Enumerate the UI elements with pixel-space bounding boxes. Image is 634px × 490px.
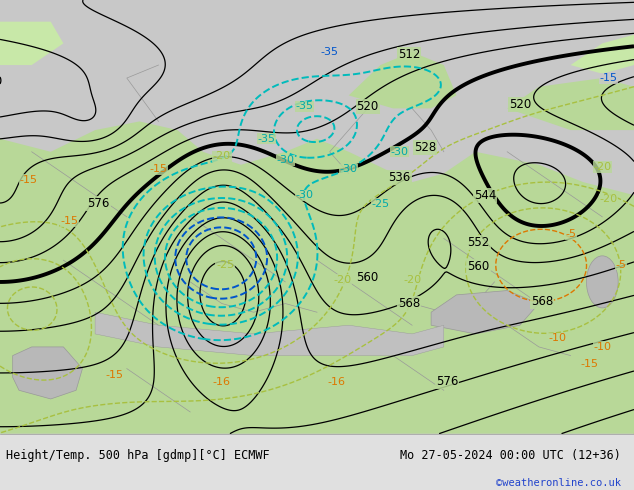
Text: -15: -15 xyxy=(150,164,167,174)
Text: -20: -20 xyxy=(333,275,351,285)
Text: 544: 544 xyxy=(474,189,496,202)
Text: -20: -20 xyxy=(600,195,618,204)
Text: -35: -35 xyxy=(295,101,313,111)
Polygon shape xyxy=(95,312,444,356)
Text: -15: -15 xyxy=(581,359,598,369)
Text: -15: -15 xyxy=(105,370,123,380)
Text: 520: 520 xyxy=(508,98,531,111)
Polygon shape xyxy=(507,78,634,130)
Text: ©weatheronline.co.uk: ©weatheronline.co.uk xyxy=(496,478,621,488)
Text: -15: -15 xyxy=(20,175,37,185)
Text: 528: 528 xyxy=(413,141,436,154)
Polygon shape xyxy=(349,52,456,108)
Text: Height/Temp. 500 hPa [gdmp][°C] ECMWF: Height/Temp. 500 hPa [gdmp][°C] ECMWF xyxy=(6,448,270,462)
Text: 520: 520 xyxy=(356,100,379,113)
Ellipse shape xyxy=(586,256,618,308)
Text: 568: 568 xyxy=(398,297,420,310)
Text: 512: 512 xyxy=(398,48,420,61)
Text: -25: -25 xyxy=(372,199,389,209)
Text: -20: -20 xyxy=(213,151,231,161)
Text: -35: -35 xyxy=(321,47,339,57)
Polygon shape xyxy=(571,35,634,74)
Text: 576: 576 xyxy=(87,197,110,210)
Text: 552: 552 xyxy=(467,236,490,249)
Polygon shape xyxy=(0,22,63,65)
Text: -10: -10 xyxy=(549,333,567,343)
Polygon shape xyxy=(431,291,539,334)
Text: -5: -5 xyxy=(616,260,627,270)
Text: 560: 560 xyxy=(467,260,490,273)
Text: -10: -10 xyxy=(593,342,611,352)
Text: -16: -16 xyxy=(327,377,345,387)
Text: -25: -25 xyxy=(216,260,234,270)
Text: -15: -15 xyxy=(61,216,79,226)
Text: -5: -5 xyxy=(565,229,576,239)
Text: -20: -20 xyxy=(403,275,421,285)
Text: -35: -35 xyxy=(257,134,275,144)
Text: 536: 536 xyxy=(388,172,411,184)
Polygon shape xyxy=(13,347,82,399)
Polygon shape xyxy=(0,122,634,434)
Text: 560: 560 xyxy=(356,271,379,284)
Text: Mo 27-05-2024 00:00 UTC (12+36): Mo 27-05-2024 00:00 UTC (12+36) xyxy=(401,448,621,462)
Text: -30: -30 xyxy=(340,164,358,174)
Text: -20: -20 xyxy=(593,162,611,172)
Text: 568: 568 xyxy=(531,295,553,308)
Text: -30: -30 xyxy=(276,155,294,166)
Text: -16: -16 xyxy=(213,377,231,387)
Text: -15: -15 xyxy=(600,73,618,83)
Text: 576: 576 xyxy=(436,375,458,388)
Text: -30: -30 xyxy=(295,190,313,200)
Text: -30: -30 xyxy=(391,147,408,157)
